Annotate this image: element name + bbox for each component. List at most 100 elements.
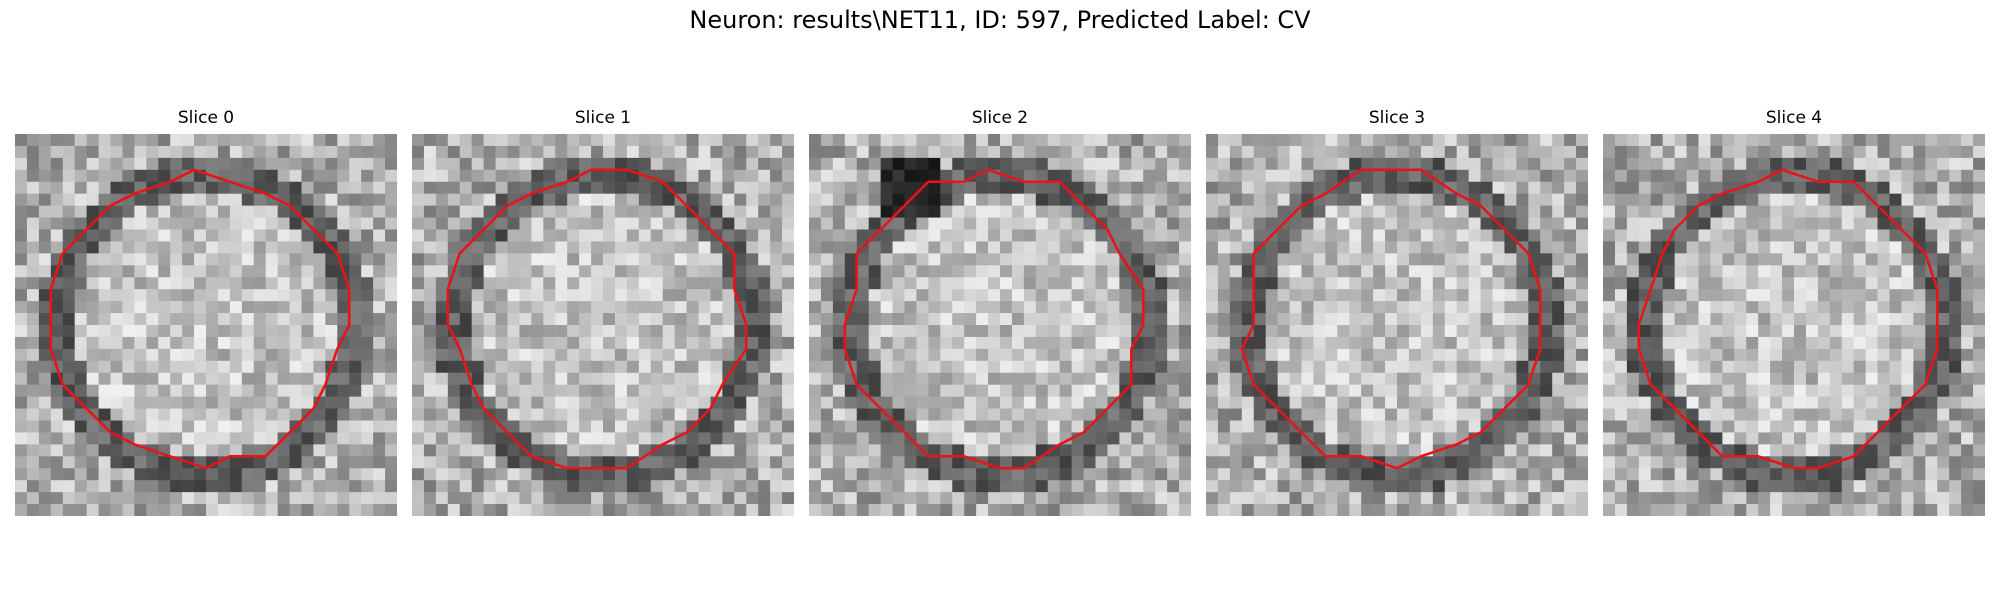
pixel	[988, 265, 1001, 278]
pixel	[687, 397, 700, 410]
pixel	[1770, 421, 1783, 434]
pixel	[1794, 432, 1807, 445]
pixel	[1961, 337, 1974, 350]
pixel	[893, 397, 906, 410]
pixel	[1687, 373, 1700, 386]
pixel	[1925, 444, 1938, 457]
pixel	[1230, 409, 1243, 422]
pixel	[39, 194, 52, 207]
pixel	[746, 277, 759, 290]
pixel	[1699, 349, 1712, 362]
pixel	[1516, 504, 1529, 516]
pixel	[1746, 241, 1759, 254]
pixel	[182, 182, 195, 195]
pixel	[1206, 194, 1219, 207]
pixel	[1830, 444, 1843, 457]
pixel	[302, 230, 315, 243]
pixel	[39, 253, 52, 266]
pixel	[1469, 504, 1482, 516]
pixel	[1469, 468, 1482, 481]
pixel	[1722, 361, 1735, 374]
pixel	[1155, 158, 1168, 171]
pixel	[158, 194, 171, 207]
pixel	[302, 313, 315, 326]
pixel	[833, 313, 846, 326]
pixel	[412, 409, 425, 422]
pixel	[99, 504, 112, 516]
pixel	[1167, 373, 1180, 386]
pixel	[385, 206, 397, 219]
pixel	[266, 325, 279, 338]
pixel	[1361, 444, 1374, 457]
pixel	[1651, 241, 1664, 254]
pixel	[1072, 349, 1085, 362]
pixel	[1540, 265, 1553, 278]
pixel	[194, 504, 207, 516]
pixel	[1361, 325, 1374, 338]
pixel	[385, 468, 397, 481]
pixel	[809, 444, 822, 457]
pixel	[531, 206, 544, 219]
pixel	[758, 480, 771, 493]
pixel	[1937, 182, 1950, 195]
pixel	[857, 182, 870, 195]
pixel	[325, 265, 338, 278]
pixel	[1230, 504, 1243, 516]
pixel	[1385, 194, 1398, 207]
pixel	[591, 265, 604, 278]
pixel	[508, 397, 521, 410]
pixel	[313, 158, 326, 171]
pixel	[99, 313, 112, 326]
pixel	[758, 504, 771, 516]
pixel	[1254, 349, 1267, 362]
pixel	[158, 301, 171, 314]
pixel	[1576, 409, 1588, 422]
pixel	[627, 468, 640, 481]
pixel	[325, 170, 338, 183]
pixel	[39, 373, 52, 386]
pixel	[555, 325, 568, 338]
pixel	[639, 313, 652, 326]
pixel	[1048, 182, 1061, 195]
pixel	[1699, 456, 1712, 469]
pixel	[1576, 456, 1588, 469]
pixel	[1913, 182, 1926, 195]
pixel	[905, 170, 918, 183]
pixel	[519, 432, 532, 445]
pixel	[1361, 480, 1374, 493]
pixel	[1746, 349, 1759, 362]
pixel	[1457, 301, 1470, 314]
pixel	[1782, 409, 1795, 422]
pixel	[1469, 289, 1482, 302]
pixel	[170, 194, 183, 207]
pixel	[881, 421, 894, 434]
pixel	[1072, 504, 1085, 516]
pixel	[770, 385, 783, 398]
pixel	[1504, 313, 1517, 326]
pixel	[833, 373, 846, 386]
pixel	[1119, 480, 1132, 493]
pixel	[1770, 206, 1783, 219]
pixel	[1373, 349, 1386, 362]
pixel	[591, 253, 604, 266]
pixel	[373, 230, 386, 243]
pixel	[122, 134, 135, 147]
pixel	[1143, 253, 1156, 266]
pixel	[1048, 206, 1061, 219]
pixel	[75, 373, 88, 386]
pixel	[1663, 146, 1676, 159]
pixel	[1842, 432, 1855, 445]
pixel	[278, 301, 291, 314]
pixel	[1096, 432, 1109, 445]
pixel	[1445, 301, 1458, 314]
pixel	[385, 182, 397, 195]
pixel	[905, 301, 918, 314]
pixel	[722, 409, 735, 422]
pixel	[349, 170, 362, 183]
pixel	[687, 241, 700, 254]
pixel	[1409, 146, 1422, 159]
pixel	[770, 158, 783, 171]
pixel	[496, 337, 509, 350]
pixel	[1890, 265, 1903, 278]
pixel	[194, 230, 207, 243]
